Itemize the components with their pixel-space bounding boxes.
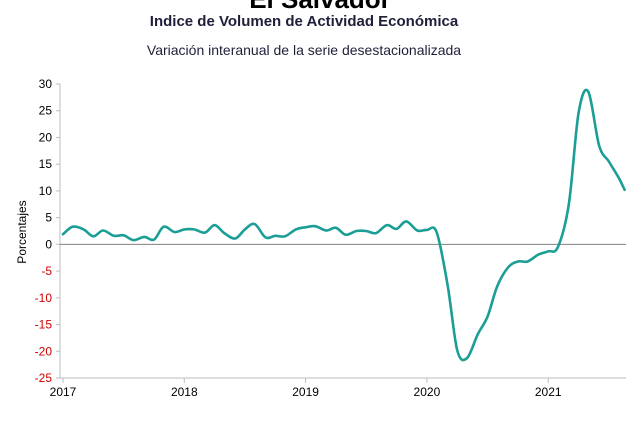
country-title: El Salvador [0,0,640,12]
x-tick-label: 2020 [414,385,441,399]
y-tick-label: -20 [35,344,53,358]
y-tick-label: 5 [45,211,52,225]
y-tick-label: 0 [45,237,52,251]
chart-subtitle: Variación interanual de la serie desesta… [146,42,462,58]
y-tick-label: 20 [39,130,53,144]
y-tick-label: 25 [39,104,53,118]
x-tick-label: 2017 [50,385,77,399]
series-layer [61,88,626,362]
x-tick-label: 2021 [535,385,562,399]
y-tick-label: 10 [39,184,53,198]
y-tick-label: -5 [41,264,52,278]
x-tick-label: 2019 [292,385,319,399]
y-tick-label: 30 [39,77,53,91]
series-line [61,88,626,362]
y-tick-label: -10 [35,291,53,305]
y-tick-label: 15 [39,157,53,171]
y-axis-label: Porcentajes [15,200,29,263]
y-tick-label: -15 [35,318,53,332]
x-tick-label: 2018 [171,385,198,399]
chart-title: Indice de Volumen de Actividad Económica [149,13,459,30]
y-tick-label: -25 [35,371,53,385]
